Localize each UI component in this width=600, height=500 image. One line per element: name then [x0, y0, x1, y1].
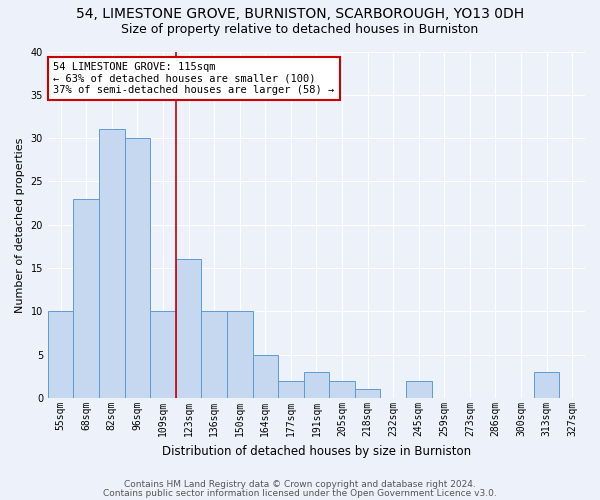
- Bar: [253, 355, 278, 398]
- X-axis label: Distribution of detached houses by size in Burniston: Distribution of detached houses by size …: [162, 444, 471, 458]
- Text: Size of property relative to detached houses in Burniston: Size of property relative to detached ho…: [121, 22, 479, 36]
- Bar: [329, 381, 355, 398]
- Bar: [99, 130, 125, 398]
- Text: Contains public sector information licensed under the Open Government Licence v3: Contains public sector information licen…: [103, 488, 497, 498]
- Text: Contains HM Land Registry data © Crown copyright and database right 2024.: Contains HM Land Registry data © Crown c…: [124, 480, 476, 489]
- Text: 54 LIMESTONE GROVE: 115sqm
← 63% of detached houses are smaller (100)
37% of sem: 54 LIMESTONE GROVE: 115sqm ← 63% of deta…: [53, 62, 335, 95]
- Bar: [150, 312, 176, 398]
- Bar: [534, 372, 559, 398]
- Bar: [73, 199, 99, 398]
- Bar: [304, 372, 329, 398]
- Bar: [176, 260, 202, 398]
- Bar: [406, 381, 431, 398]
- Bar: [278, 381, 304, 398]
- Bar: [125, 138, 150, 398]
- Y-axis label: Number of detached properties: Number of detached properties: [15, 137, 25, 312]
- Bar: [355, 390, 380, 398]
- Bar: [227, 312, 253, 398]
- Bar: [202, 312, 227, 398]
- Bar: [48, 312, 73, 398]
- Text: 54, LIMESTONE GROVE, BURNISTON, SCARBOROUGH, YO13 0DH: 54, LIMESTONE GROVE, BURNISTON, SCARBORO…: [76, 8, 524, 22]
